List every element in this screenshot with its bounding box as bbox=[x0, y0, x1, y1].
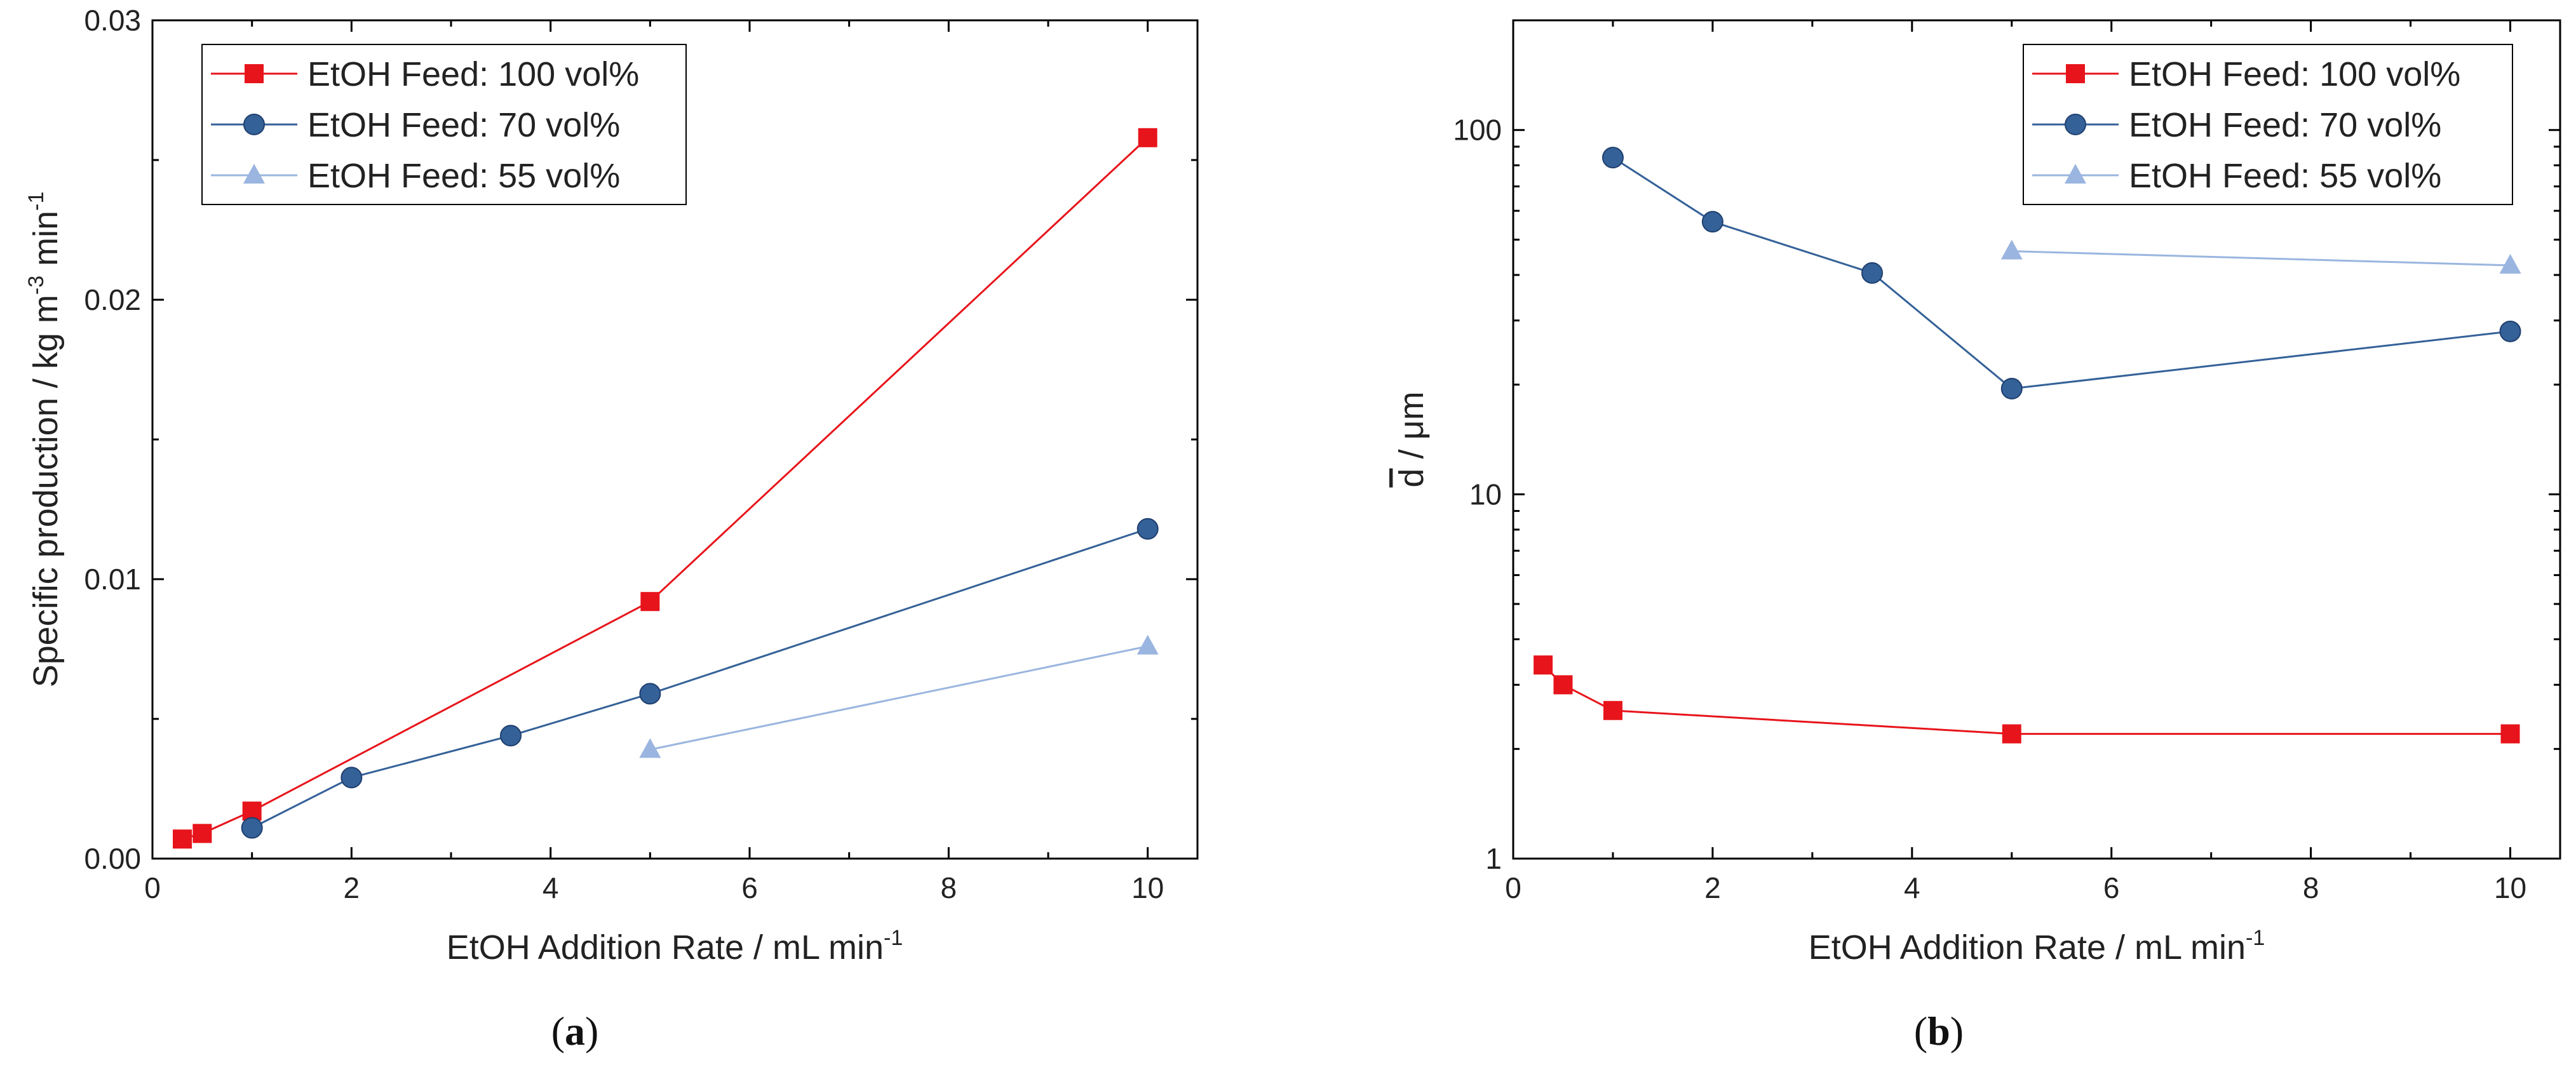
x-tick-label: 2 bbox=[1704, 871, 1721, 904]
legend-marker-triangle bbox=[2065, 164, 2086, 184]
data-point bbox=[1136, 518, 1159, 540]
x-tick-label: 8 bbox=[941, 871, 957, 904]
data-point bbox=[1136, 634, 1159, 655]
legend-marker-circle bbox=[2065, 114, 2086, 135]
series-line-1 bbox=[182, 137, 1149, 840]
y-tick-label: 0.01 bbox=[84, 563, 141, 596]
data-point bbox=[2002, 724, 2021, 744]
y-tick-label: 10 bbox=[1469, 478, 1502, 511]
y-tick-label: 0.03 bbox=[84, 4, 141, 37]
caption-close: ) bbox=[585, 1008, 598, 1054]
data-point bbox=[2000, 377, 2023, 399]
x-tick-label: 0 bbox=[144, 871, 161, 904]
caption-letter: a bbox=[565, 1008, 585, 1054]
data-point bbox=[241, 817, 263, 839]
legend-marker-square bbox=[2066, 64, 2085, 83]
data-point bbox=[2499, 320, 2521, 342]
x-tick-label: 4 bbox=[1904, 871, 1920, 904]
x-tick-label: 10 bbox=[1131, 871, 1164, 904]
panel-caption: (a) bbox=[551, 1008, 599, 1054]
x-axis-label-sup: -1 bbox=[884, 926, 903, 950]
y-axis-label-part: Specific production / kg m bbox=[27, 295, 65, 687]
series-line-2 bbox=[251, 528, 1149, 829]
data-point bbox=[639, 738, 661, 758]
data-point bbox=[1138, 128, 1157, 147]
data-point bbox=[639, 683, 661, 705]
data-point bbox=[192, 824, 212, 843]
data-point bbox=[2500, 724, 2520, 744]
legend: EtOH Feed: 100 vol% EtOH Feed: 70 vol% EtO… bbox=[2023, 44, 2513, 205]
x-tick-label: 2 bbox=[344, 871, 360, 904]
data-point bbox=[500, 725, 522, 747]
x-tick-label: 8 bbox=[2303, 871, 2319, 904]
x-axis-label-sup: -1 bbox=[2246, 926, 2265, 950]
legend-marker-circle bbox=[243, 114, 265, 135]
x-tick-label: 4 bbox=[543, 871, 559, 904]
data-point bbox=[2499, 253, 2521, 274]
x-tick-label: 6 bbox=[2103, 871, 2120, 904]
x-tick-label: 6 bbox=[741, 871, 758, 904]
x-axis-label: EtOH Addition Rate / mL min-1 bbox=[1809, 926, 2265, 967]
legend-label-3: EtOH Feed: 55 vol% bbox=[2129, 157, 2441, 195]
legend-label-1: EtOH Feed: 100 vol% bbox=[307, 55, 639, 93]
y-axis-label-part: -3 bbox=[24, 276, 48, 295]
series-line-1 bbox=[1542, 664, 2511, 735]
y-tick-label: 1 bbox=[1485, 842, 1502, 875]
panel-caption: (b) bbox=[1914, 1008, 1964, 1054]
y-axis-label: Specific production / kg m-3 min-1 bbox=[24, 192, 65, 688]
caption-open: ( bbox=[1914, 1008, 1927, 1054]
caption-open: ( bbox=[551, 1008, 565, 1054]
caption-letter: b bbox=[1927, 1008, 1950, 1054]
data-point bbox=[1534, 655, 1553, 675]
chart-panel-a: 0 2 4 6 8 10 0.00 0.01 0.02 0.03 EtOH Addition Rat… bbox=[24, 4, 1199, 1054]
data-point bbox=[1701, 211, 1723, 233]
data-point bbox=[1602, 147, 1624, 169]
data-point bbox=[173, 829, 192, 849]
y-tick-label: 0.00 bbox=[84, 842, 141, 875]
legend-marker-triangle bbox=[243, 164, 265, 184]
legend: EtOH Feed: 100 vol% EtOH Feed: 70 vol% EtO… bbox=[201, 44, 687, 205]
x-tick-label: 0 bbox=[1505, 871, 1521, 904]
x-axis-label-text: EtOH Addition Rate / mL min bbox=[447, 928, 884, 967]
data-point bbox=[640, 592, 660, 612]
legend-label-2: EtOH Feed: 70 vol% bbox=[2129, 106, 2441, 144]
legend-label-1: EtOH Feed: 100 vol% bbox=[2129, 55, 2460, 93]
y-tick-label: 0.02 bbox=[84, 283, 141, 316]
data-point bbox=[341, 767, 363, 789]
y-tick-label: 100 bbox=[1453, 114, 1502, 147]
caption-close: ) bbox=[1950, 1008, 1964, 1054]
legend-label-2: EtOH Feed: 70 vol% bbox=[307, 106, 620, 144]
data-point bbox=[1553, 675, 1573, 695]
data-point bbox=[1603, 700, 1622, 720]
y-axis-label: d / μm bbox=[1393, 391, 1431, 487]
y-axis-label-part: min bbox=[27, 211, 65, 276]
y-axis-label-part: -1 bbox=[24, 192, 48, 211]
data-point bbox=[2000, 239, 2023, 260]
plot-frame bbox=[1512, 19, 2561, 860]
data-point bbox=[1861, 262, 1884, 284]
y-axis-label-part: / μm bbox=[1393, 391, 1431, 468]
legend-label-3: EtOH Feed: 55 vol% bbox=[307, 157, 620, 195]
x-tick-label: 10 bbox=[2494, 871, 2526, 904]
legend-marker-square bbox=[245, 64, 264, 83]
series-line-3 bbox=[2011, 250, 2511, 267]
x-axis-label: EtOH Addition Rate / mL min-1 bbox=[447, 926, 903, 967]
x-axis-label-text: EtOH Addition Rate / mL min bbox=[1809, 928, 2246, 967]
chart-panel-b: 0 2 4 6 8 10 1 10 100 EtOH Addition Rate / mL min… bbox=[1393, 19, 2561, 1054]
series-line-3 bbox=[650, 645, 1148, 751]
y-axis-label-part: d bbox=[1393, 469, 1431, 488]
